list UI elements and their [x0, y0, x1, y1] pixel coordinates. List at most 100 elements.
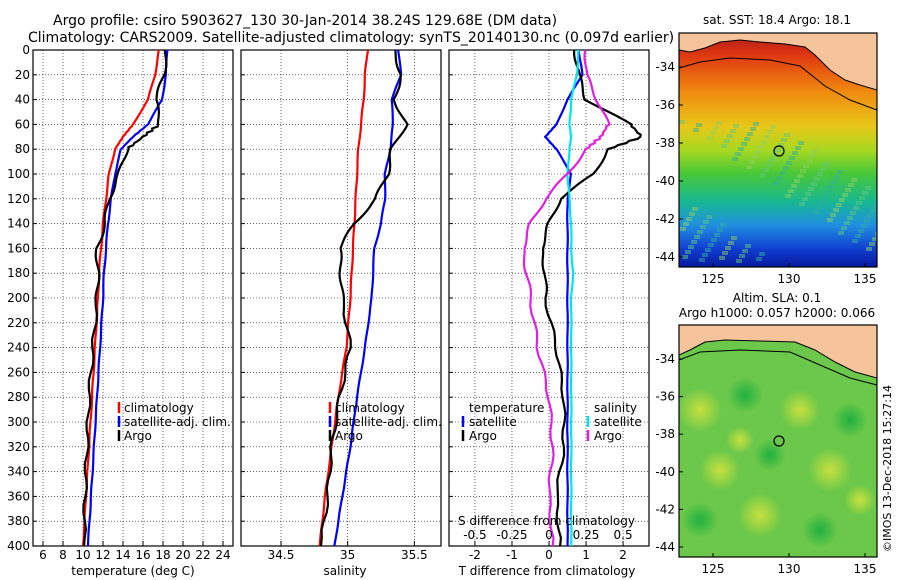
sst-texture-cell: [808, 187, 814, 191]
sst-texture-cell: [784, 133, 790, 137]
sst-texture-cell: [721, 144, 727, 148]
depth-tick-label: 280: [7, 390, 30, 404]
temperature-lines: [81, 49, 169, 547]
legend-argo-label: Argo: [124, 429, 152, 443]
sst-texture-cell: [785, 194, 791, 198]
depth-tick-label: 120: [7, 192, 30, 206]
series-line-t-satellite: [543, 49, 584, 547]
depth-tick-label: 140: [7, 217, 30, 231]
sst-texture-cell: [720, 223, 726, 227]
sst-texture-cell: [706, 215, 712, 219]
depth-tick-label: 320: [7, 440, 30, 454]
sla-texture-blob: [832, 402, 868, 438]
temperature-legend: climatology satellite-adj. clim. Argo: [117, 401, 231, 443]
sst-texture-cell: [799, 202, 805, 206]
sla-texture-blob: [738, 493, 782, 537]
sst-texture-cell: [816, 205, 822, 209]
sst-texture-cell: [711, 238, 717, 242]
sst-texture-cell: [866, 247, 872, 251]
series-line-satellite-adj-clim-: [333, 49, 403, 547]
depth-tick-label: 220: [7, 316, 30, 330]
sst-texture-cell: [760, 173, 766, 177]
sst-texture-cell: [727, 134, 733, 138]
sst-lat-ticks: -34 -36 -38 -40 -42 -44: [655, 60, 683, 264]
sst-texture-cell: [844, 221, 850, 225]
sst-texture-cell: [685, 250, 691, 254]
sst-texture-cell: [722, 251, 728, 255]
x-tick-label: 16: [135, 548, 150, 562]
depth-tick-label: 240: [7, 341, 30, 355]
sst-texture-cell: [730, 129, 736, 133]
difference-lines: [522, 49, 642, 547]
sst-texture-cell: [713, 126, 719, 130]
sla-texture-blob: [808, 448, 852, 492]
t-legend-argo-label: Argo: [469, 429, 497, 443]
difference-grid: [449, 49, 649, 547]
sst-texture-cell: [870, 209, 876, 213]
legend-climatology-label: climatology: [124, 401, 194, 415]
sla-lat-ticks: -34 -36 -38 -40 -42 -44: [655, 352, 683, 554]
sst-texture-cell: [848, 183, 854, 187]
x-tick-label: -1: [506, 548, 518, 562]
sst-texture-cell: [828, 185, 834, 189]
sst-texture-cell: [781, 138, 787, 142]
series-line-argo: [319, 49, 409, 547]
sst-texture-cell: [735, 152, 741, 156]
sst-texture-cell: [682, 255, 688, 259]
x-tick-label: 22: [195, 548, 210, 562]
depth-tick-label: 200: [7, 291, 30, 305]
sst-texture-cell: [820, 167, 826, 171]
depth-tick-label: 400: [7, 539, 30, 553]
sst-texture-cell: [788, 189, 794, 193]
sst-texture-cell: [867, 214, 873, 218]
sst-texture-cell: [833, 208, 839, 212]
sst-texture-cell: [852, 239, 858, 243]
sst-texture-cell: [780, 171, 786, 175]
sla-texture-blob: [727, 377, 763, 413]
sst-texture-cell: [686, 217, 692, 221]
sst-texture-cell: [862, 191, 868, 195]
sst-texture-cell: [805, 192, 811, 196]
x-tick-label: 1: [582, 548, 590, 562]
sst-texture-cell: [759, 252, 765, 256]
s-tick-label: 0: [545, 528, 553, 542]
sst-texture-cell: [745, 244, 751, 248]
sst-texture-cell: [753, 122, 759, 126]
sst-texture-cell: [858, 229, 864, 233]
sst-contour: [679, 57, 877, 111]
sla-texture-blob: [679, 388, 722, 432]
sst-texture-cell: [825, 190, 831, 194]
sst-texture-cell: [841, 226, 847, 230]
series-line-climatology: [318, 49, 370, 547]
sst-texture-cell: [813, 210, 819, 214]
sst-texture-cell: [836, 203, 842, 207]
sst-texture-cell: [802, 197, 808, 201]
sst-texture-cell: [797, 174, 803, 178]
sst-texture-cell: [830, 213, 836, 217]
depth-tick-label: 20: [15, 68, 30, 82]
sst-texture-cell: [806, 159, 812, 163]
depth-tick-label: 300: [7, 415, 30, 429]
difference-s-ticks: -0.5 -0.25 0 0.25 0.5: [463, 528, 632, 542]
sla-map-subtitle: Argo h1000: 0.057 h2000: 0.066: [679, 306, 875, 320]
sal-legend-climatology-label: climatology: [335, 401, 405, 415]
x-tick-label: -2: [469, 548, 481, 562]
series-line-satellite-adj-clim-: [86, 49, 169, 547]
sst-texture-cell: [814, 177, 820, 181]
depth-tick-label: 160: [7, 241, 30, 255]
sst-texture-cell: [728, 241, 734, 245]
salinity-legend: climatology satellite-adj. clim. Argo: [328, 401, 442, 443]
sst-texture-cell: [746, 165, 752, 169]
sst-texture-cell: [717, 228, 723, 232]
sst-texture-cell: [831, 180, 837, 184]
salinity-xlabel: salinity: [323, 564, 366, 578]
sst-texture-cell: [834, 175, 840, 179]
sst-texture-cell: [794, 179, 800, 183]
lat-tick-label: -34: [655, 60, 675, 74]
lat-tick-label: -44: [655, 250, 675, 264]
sst-texture-cell: [696, 123, 702, 127]
sst-texture-cell: [837, 170, 843, 174]
sst-texture-cell: [697, 230, 703, 234]
lat-tick-label: -38: [655, 427, 675, 441]
sst-texture-cell: [749, 160, 755, 164]
